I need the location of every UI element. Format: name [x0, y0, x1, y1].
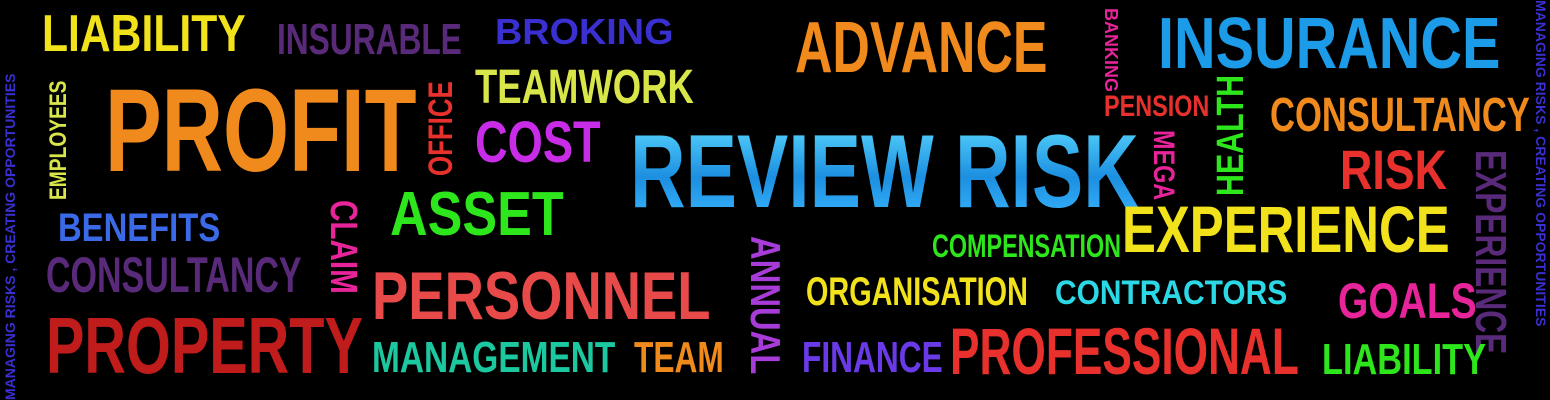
word-team: TEAM	[634, 333, 724, 382]
word-annual: ANNUAL	[742, 236, 789, 375]
word-consultancy-1: CONSULTANCY	[1270, 89, 1530, 142]
word-asset: ASSET	[390, 180, 564, 249]
word-employees: EMPLOYEES	[45, 80, 72, 201]
word-health: HEALTH	[1210, 74, 1252, 196]
word-liability-2: LIABILITY	[1322, 335, 1486, 384]
word-risk: RISK	[1340, 138, 1448, 201]
word-broking: BROKING	[495, 11, 674, 52]
word-cost: COST	[475, 110, 601, 175]
word-experience: EXPERIENCE	[1122, 192, 1450, 266]
word-professional: PROFESSIONAL	[950, 314, 1299, 388]
word-organisation: ORGANISATION	[806, 270, 1028, 314]
word-profit: PROFIT	[105, 65, 417, 197]
word-consultancy-2: CONSULTANCY	[46, 247, 302, 303]
word-personnel: PERSONNEL	[372, 258, 711, 334]
word-contractors: CONTRACTORS	[1055, 274, 1288, 312]
word-claim: CLAIM	[322, 200, 364, 294]
word-mega: MEGA	[1147, 130, 1180, 201]
word-advance: ADVANCE	[795, 8, 1048, 88]
word-compensation: COMPENSATION	[932, 228, 1122, 264]
tagline-left: MANAGING RISKS , CREATING OPPORTUNITIES	[2, 73, 18, 400]
word-management: MANAGEMENT	[372, 333, 616, 382]
word-benefits: BENEFITS	[58, 206, 221, 250]
word-insurance: INSURANCE	[1158, 4, 1501, 84]
word-finance: FINANCE	[802, 333, 943, 382]
word-liability: LIABILITY	[42, 5, 246, 63]
word-property: PROPERTY	[46, 301, 363, 390]
word-insurable: INSURABLE	[277, 15, 462, 64]
word-review-risk: REVIEW RISK	[630, 114, 1139, 230]
word-teamwork: TEAMWORK	[475, 61, 694, 114]
word-goals: GOALS	[1338, 273, 1477, 329]
word-pension: PENSION	[1104, 90, 1210, 123]
word-banking: BANKING	[1101, 8, 1121, 92]
tagline-right: MANAGING RISKS , CREATING OPPORTUNITIES	[1533, 0, 1549, 327]
word-office: OFFICE	[422, 81, 460, 176]
